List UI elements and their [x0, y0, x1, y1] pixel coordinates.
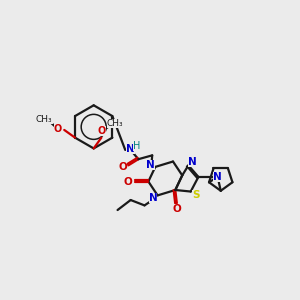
Text: N: N — [188, 157, 197, 167]
Text: O: O — [172, 204, 181, 214]
Text: O: O — [97, 127, 106, 136]
Text: H: H — [133, 141, 140, 151]
Text: CH₃: CH₃ — [36, 115, 52, 124]
Text: O: O — [118, 162, 127, 172]
Text: CH₃: CH₃ — [107, 118, 124, 127]
Text: S: S — [192, 190, 200, 200]
Text: N: N — [148, 194, 158, 203]
Text: N: N — [126, 144, 135, 154]
Text: N: N — [146, 160, 155, 170]
Text: O: O — [124, 176, 133, 187]
Text: O: O — [54, 124, 62, 134]
Text: N: N — [213, 172, 222, 182]
